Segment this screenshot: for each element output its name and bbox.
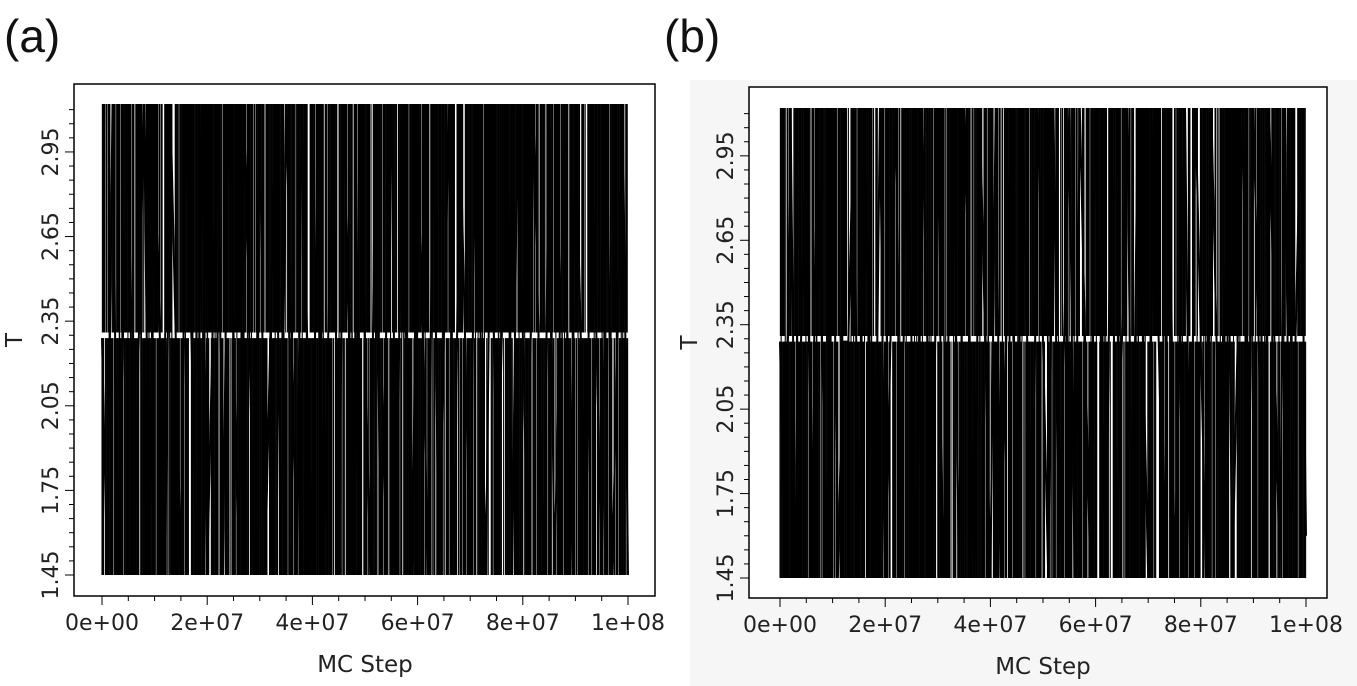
x-tick-label: 1e+08 bbox=[591, 611, 665, 636]
panel-b-series-line bbox=[779, 107, 1307, 579]
panel-b-label: (b) bbox=[664, 10, 720, 62]
panel-a: (a) 1.45 1.75 2.05 2.35 2.65 2.95 0e+00 2e+07 4… bbox=[2, 10, 665, 678]
y-tick-label: 1.45 bbox=[39, 551, 64, 600]
x-tick-label: 8e+07 bbox=[1164, 613, 1238, 638]
panel-a-x-axis: 0e+00 2e+07 4e+07 6e+07 8e+07 1e+08 bbox=[65, 596, 665, 636]
y-tick-label: 2.65 bbox=[39, 212, 64, 261]
panel-b-x-axis: 0e+00 2e+07 4e+07 6e+07 8e+07 1e+08 bbox=[743, 598, 1343, 638]
y-tick-label: 2.35 bbox=[39, 297, 64, 346]
x-tick-label: 1e+08 bbox=[1269, 613, 1343, 638]
x-tick-label: 6e+07 bbox=[381, 611, 455, 636]
panel-a-y-axis: 1.45 1.75 2.05 2.35 2.65 2.95 bbox=[39, 109, 74, 600]
panel-b-y-axis-label: T bbox=[677, 335, 703, 351]
x-tick-label: 0e+00 bbox=[743, 613, 817, 638]
panel-a-trace-group bbox=[101, 103, 629, 576]
x-tick-label: 6e+07 bbox=[1059, 613, 1133, 638]
y-tick-label: 1.75 bbox=[39, 466, 64, 515]
y-tick-label: 2.05 bbox=[714, 385, 739, 434]
y-tick-label: 2.95 bbox=[714, 131, 739, 180]
x-tick-label: 4e+07 bbox=[275, 611, 349, 636]
x-tick-label: 0e+00 bbox=[65, 611, 139, 636]
y-tick-label: 2.35 bbox=[714, 300, 739, 349]
panel-a-series-line bbox=[101, 103, 629, 576]
y-tick-label: 1.75 bbox=[714, 469, 739, 518]
x-tick-label: 2e+07 bbox=[170, 611, 244, 636]
y-tick-label: 1.45 bbox=[714, 554, 739, 603]
panel-b-x-axis-label: MC Step bbox=[995, 654, 1091, 680]
panel-b-y-axis: 1.45 1.75 2.05 2.35 2.65 2.95 bbox=[714, 113, 749, 603]
y-tick-label: 2.95 bbox=[39, 127, 64, 176]
panel-b: (b) 1.45 1.75 2.05 2.35 2.65 2.95 0e+00 2e+07 4… bbox=[664, 10, 1343, 680]
panel-a-y-axis-label: T bbox=[2, 332, 28, 348]
x-tick-label: 2e+07 bbox=[848, 613, 922, 638]
y-tick-label: 2.05 bbox=[39, 381, 64, 430]
panel-a-label: (a) bbox=[4, 10, 60, 62]
panel-a-x-axis-label: MC Step bbox=[317, 652, 413, 678]
x-tick-label: 4e+07 bbox=[953, 613, 1027, 638]
x-tick-label: 8e+07 bbox=[486, 611, 560, 636]
panel-b-trace-group bbox=[779, 107, 1307, 579]
y-tick-label: 2.65 bbox=[714, 216, 739, 265]
